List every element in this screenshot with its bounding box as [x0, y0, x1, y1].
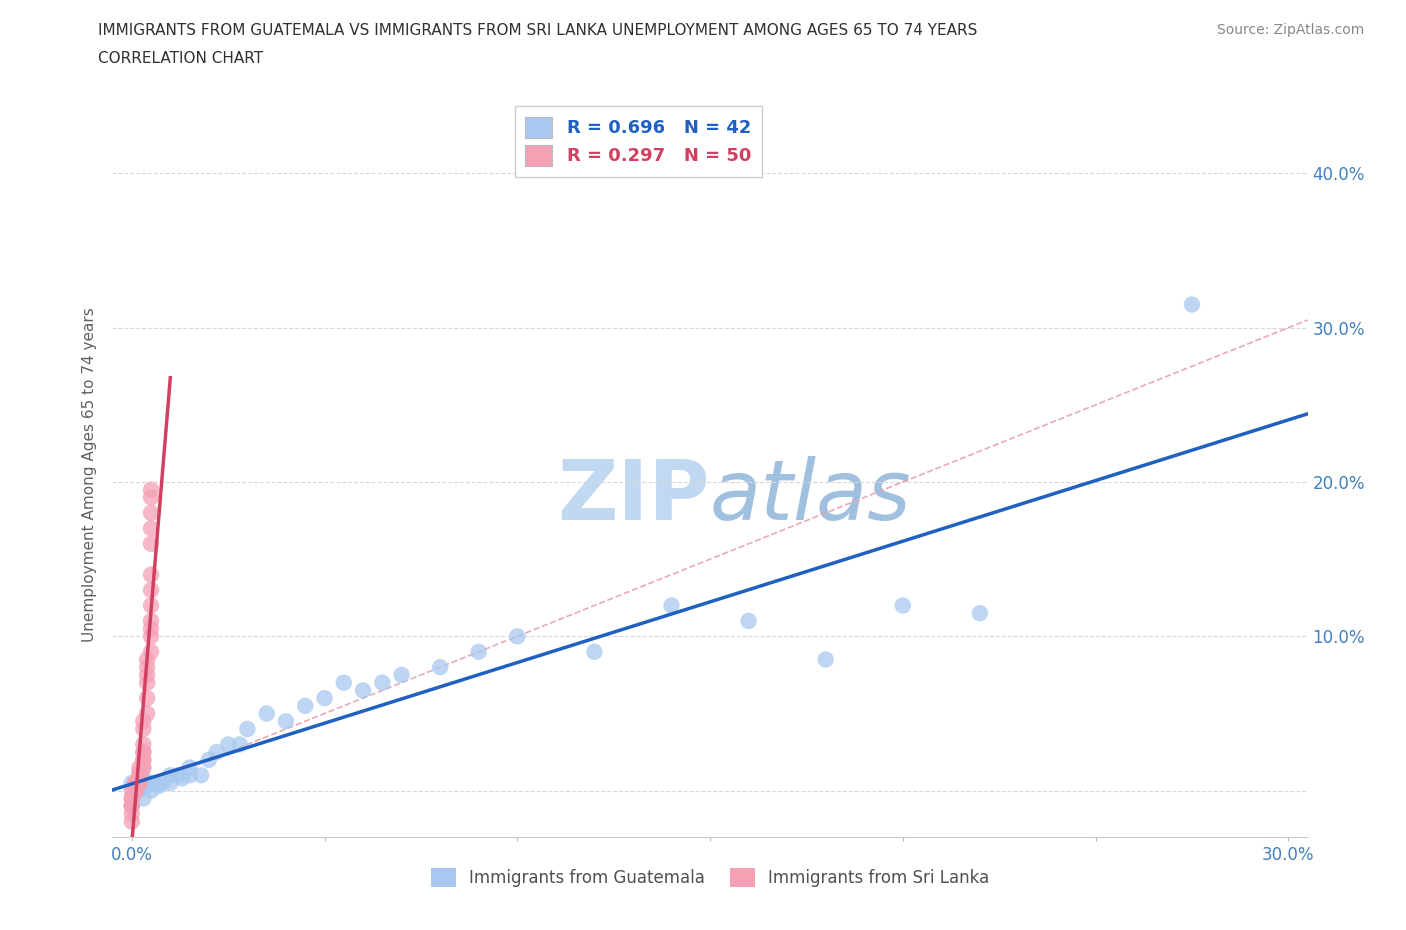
Point	[128, 783, 150, 798]
Point	[236, 722, 259, 737]
Point	[124, 776, 146, 790]
Point	[121, 776, 143, 790]
Point	[136, 691, 159, 706]
Point	[128, 776, 150, 790]
Point	[139, 505, 162, 520]
Point	[121, 814, 143, 829]
Point	[132, 791, 155, 806]
Point	[124, 776, 146, 790]
Point	[205, 745, 228, 760]
Point	[132, 714, 155, 729]
Point	[217, 737, 239, 751]
Point	[121, 791, 143, 806]
Point	[132, 745, 155, 760]
Point	[132, 778, 155, 793]
Point	[891, 598, 914, 613]
Point	[124, 776, 146, 790]
Point	[136, 706, 159, 721]
Point	[132, 737, 155, 751]
Point	[121, 799, 143, 814]
Point	[128, 776, 150, 790]
Point	[467, 644, 489, 659]
Point	[228, 737, 250, 751]
Point	[737, 614, 759, 629]
Point	[148, 778, 170, 793]
Point	[139, 521, 162, 536]
Point	[128, 776, 150, 790]
Point	[136, 652, 159, 667]
Point	[391, 668, 413, 683]
Point	[294, 698, 316, 713]
Point	[333, 675, 356, 690]
Point	[124, 783, 146, 798]
Text: Source: ZipAtlas.com: Source: ZipAtlas.com	[1216, 23, 1364, 37]
Point	[814, 652, 837, 667]
Text: ZIP: ZIP	[558, 456, 710, 537]
Point	[124, 776, 146, 790]
Point	[139, 483, 162, 498]
Point	[139, 776, 162, 790]
Point	[139, 567, 162, 582]
Point	[139, 644, 162, 659]
Point	[128, 760, 150, 775]
Point	[128, 768, 150, 783]
Point	[128, 764, 150, 779]
Point	[429, 659, 451, 674]
Point	[132, 760, 155, 775]
Point	[139, 582, 162, 597]
Point	[132, 771, 155, 786]
Point	[132, 760, 155, 775]
Point	[136, 668, 159, 683]
Point	[256, 706, 278, 721]
Point	[198, 752, 221, 767]
Point	[352, 683, 374, 698]
Point	[139, 537, 162, 551]
Point	[1181, 297, 1204, 312]
Point	[121, 799, 143, 814]
Point	[132, 752, 155, 767]
Point	[170, 771, 193, 786]
Point	[121, 799, 143, 814]
Point	[136, 659, 159, 674]
Point	[159, 776, 181, 790]
Point	[139, 621, 162, 636]
Point	[128, 768, 150, 783]
Point	[179, 768, 201, 783]
Point	[179, 760, 201, 775]
Point	[121, 791, 143, 806]
Point	[583, 644, 606, 659]
Point	[152, 776, 174, 790]
Point	[969, 605, 991, 620]
Point	[661, 598, 683, 613]
Point	[121, 783, 143, 798]
Legend: Immigrants from Guatemala, Immigrants from Sri Lanka: Immigrants from Guatemala, Immigrants fr…	[425, 861, 995, 894]
Point	[139, 783, 162, 798]
Point	[167, 768, 190, 783]
Point	[124, 783, 146, 798]
Point	[128, 771, 150, 786]
Point	[314, 691, 336, 706]
Point	[132, 745, 155, 760]
Point	[139, 598, 162, 613]
Point	[128, 773, 150, 788]
Point	[143, 776, 166, 790]
Point	[274, 714, 297, 729]
Text: CORRELATION CHART: CORRELATION CHART	[98, 51, 263, 66]
Point	[139, 629, 162, 644]
Point	[139, 490, 162, 505]
Point	[121, 806, 143, 821]
Point	[136, 675, 159, 690]
Point	[506, 629, 529, 644]
Point	[159, 768, 181, 783]
Point	[132, 752, 155, 767]
Point	[139, 614, 162, 629]
Point	[124, 776, 146, 790]
Y-axis label: Unemployment Among Ages 65 to 74 years: Unemployment Among Ages 65 to 74 years	[82, 307, 97, 642]
Text: IMMIGRANTS FROM GUATEMALA VS IMMIGRANTS FROM SRI LANKA UNEMPLOYMENT AMONG AGES 6: IMMIGRANTS FROM GUATEMALA VS IMMIGRANTS …	[98, 23, 977, 38]
Point	[132, 722, 155, 737]
Point	[128, 768, 150, 783]
Point	[371, 675, 394, 690]
Text: atlas: atlas	[710, 456, 911, 537]
Point	[190, 768, 212, 783]
